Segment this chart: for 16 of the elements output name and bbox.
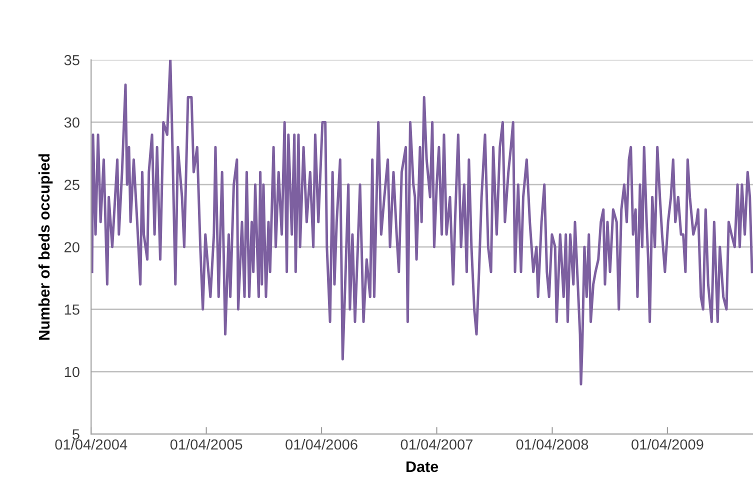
x-tick-label: 01/04/2004	[55, 438, 128, 450]
x-axis-title: Date	[406, 461, 438, 472]
x-tick-label: 01/04/2008	[516, 438, 588, 450]
y-tick-label: 5	[72, 429, 80, 440]
x-tick-label: 01/04/2007	[400, 438, 472, 450]
y-tick-label: 30	[64, 117, 80, 128]
y-tick-label: 15	[64, 304, 80, 315]
y-tick-label: 20	[64, 242, 80, 252]
x-tick-label: 01/04/2006	[286, 438, 358, 450]
y-tick-label: 25	[64, 180, 80, 190]
y-tick-label: 10	[64, 366, 80, 378]
line-series	[91, 60, 753, 386]
x-tick-label: 01/04/2009	[632, 438, 704, 450]
y-axis-title: Number of beds occupied	[38, 154, 53, 340]
x-tick-label: 01/04/2005	[170, 438, 242, 450]
y-tick-label: 35	[64, 54, 80, 66]
